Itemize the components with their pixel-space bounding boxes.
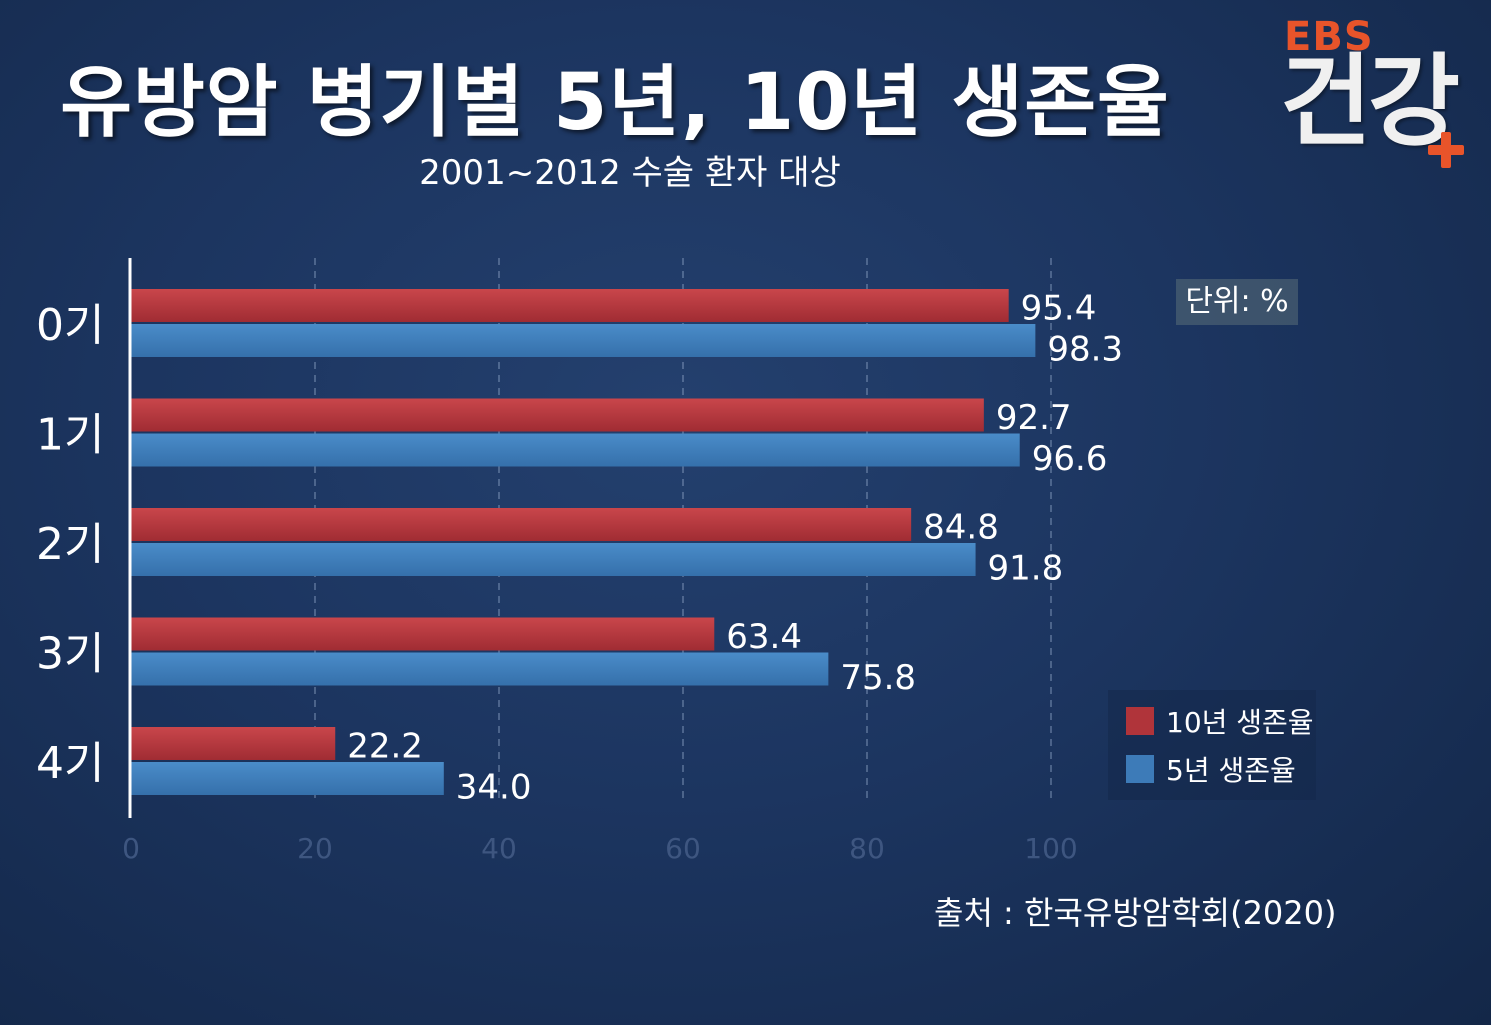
data-label: 84.8	[923, 508, 999, 548]
x-tick-label: 60	[665, 832, 701, 865]
x-tick-label: 20	[297, 832, 333, 865]
bar-five-year	[131, 433, 1020, 467]
data-label: 75.8	[840, 658, 916, 698]
bar-ten-year	[131, 398, 984, 432]
x-tick-label: 0	[122, 832, 140, 865]
chart-title: 유방암 병기별 5년, 10년 생존율	[60, 58, 1170, 148]
chart-labels: 0 20 40 60 80 100 0기 95.498.3 1기 92.796.6 2기 84.891…	[36, 289, 1123, 866]
data-label: 22.2	[347, 727, 423, 767]
legend-swatch-five-year	[1126, 755, 1154, 783]
chart-subtitle: 2001~2012 수술 환자 대상	[419, 153, 841, 193]
category-label: 0기	[36, 300, 104, 351]
data-label: 95.4	[1021, 289, 1097, 329]
legend-item-five-year: 5년 생존율	[1126, 752, 1296, 787]
logo-channel: 건강	[1280, 43, 1460, 160]
legend-swatch-ten-year	[1126, 707, 1154, 735]
legend-item-ten-year: 10년 생존율	[1126, 704, 1314, 739]
legend-label-ten-year: 10년 생존율	[1166, 706, 1314, 739]
data-label: 63.4	[726, 617, 802, 657]
plus-icon	[1428, 132, 1464, 168]
chart-bars	[131, 289, 1036, 795]
x-tick-label: 100	[1024, 832, 1077, 865]
bar-ten-year	[131, 508, 912, 541]
data-label: 91.8	[988, 549, 1064, 589]
bar-five-year	[131, 324, 1036, 357]
bar-ten-year	[131, 617, 715, 651]
ebs-health-logo: EBS 건강	[1280, 14, 1480, 174]
bar-ten-year	[131, 727, 336, 760]
bar-ten-year	[131, 289, 1009, 322]
bar-five-year	[131, 543, 976, 576]
data-label: 96.6	[1032, 439, 1108, 479]
legend-label-five-year: 5년 생존율	[1166, 754, 1296, 787]
logo-brand: EBS	[1284, 14, 1374, 60]
data-label: 92.7	[996, 398, 1072, 438]
category-label: 3기	[36, 629, 104, 680]
unit-label: 단위: %	[1176, 279, 1298, 325]
data-label: 98.3	[1047, 330, 1123, 370]
data-label: 34.0	[456, 768, 532, 808]
source-note: 출처 : 한국유방암학회(2020)	[934, 894, 1337, 932]
bar-five-year	[131, 762, 444, 795]
category-label: 1기	[36, 410, 104, 461]
x-tick-label: 80	[849, 832, 885, 865]
category-label: 4기	[36, 738, 104, 789]
category-label: 2기	[36, 519, 104, 570]
x-tick-label: 40	[481, 832, 517, 865]
legend: 10년 생존율 5년 생존율	[1108, 690, 1316, 800]
bar-five-year	[131, 652, 829, 686]
